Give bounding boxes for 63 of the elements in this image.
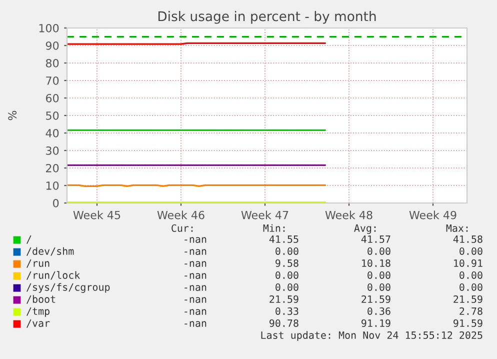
y-tick-label: 70 bbox=[46, 76, 59, 85]
text: Min: bbox=[263, 224, 285, 232]
text: 0.00 bbox=[276, 271, 298, 279]
text: 0.00 bbox=[460, 271, 482, 279]
text: Avg: bbox=[354, 224, 376, 234]
x-tick-label: Week 47 bbox=[241, 210, 288, 220]
y-tick-label: 100 bbox=[39, 24, 59, 32]
text: 0.00 bbox=[276, 247, 298, 255]
text: 9.58 bbox=[276, 259, 298, 267]
text: 0.33 bbox=[276, 307, 298, 315]
text: Cur: bbox=[172, 224, 193, 232]
text: -nan bbox=[184, 237, 206, 243]
y-axis-title: % bbox=[8, 110, 17, 120]
x-tick-label: Week 49 bbox=[409, 210, 456, 220]
text: -nan bbox=[184, 297, 206, 303]
y-tick-label: 10 bbox=[46, 181, 59, 190]
y-tick-label: 40 bbox=[46, 128, 59, 138]
y-tick-label: 80 bbox=[46, 58, 59, 68]
text: 10.91 bbox=[454, 259, 482, 267]
text: 41.55 bbox=[269, 235, 298, 243]
y-tick-label: 90 bbox=[46, 41, 59, 50]
text: 41.58 bbox=[453, 235, 482, 243]
text: 0.00 bbox=[368, 247, 390, 255]
text: 0.00 bbox=[368, 271, 390, 279]
legend-label: / bbox=[26, 235, 32, 244]
x-tick-label: Week 48 bbox=[325, 210, 372, 220]
text: -nan bbox=[184, 249, 206, 255]
legend-label: /sys/fs/cgroup bbox=[26, 283, 110, 293]
legend-label: /run bbox=[26, 259, 50, 268]
text: 0.00 bbox=[460, 283, 482, 291]
text: Max: bbox=[446, 224, 468, 232]
text: -nan bbox=[184, 273, 206, 279]
text: -nan bbox=[184, 285, 206, 291]
text: -nan bbox=[184, 261, 206, 267]
text: 21.59 bbox=[362, 295, 390, 303]
text: 10.18 bbox=[362, 259, 390, 267]
text: 21.59 bbox=[270, 295, 298, 303]
text: 91.59 bbox=[454, 319, 482, 327]
legend-label: /run/lock bbox=[26, 271, 80, 280]
y-tick-label: 0 bbox=[53, 198, 59, 208]
legend-label: /tmp bbox=[26, 307, 50, 317]
y-tick-label: 60 bbox=[46, 94, 59, 102]
legend-label: /boot bbox=[26, 295, 56, 304]
legend-label: /dev/shm bbox=[26, 247, 74, 256]
y-tick-label: 20 bbox=[46, 164, 59, 172]
text: 41.57 bbox=[361, 235, 390, 243]
text: 21.59 bbox=[454, 295, 482, 303]
y-tick-label: 30 bbox=[46, 146, 59, 155]
text: 0.00 bbox=[368, 283, 390, 291]
text: 91.19 bbox=[362, 319, 390, 327]
x-tick-label: Week 45 bbox=[73, 210, 120, 220]
text: -nan bbox=[184, 309, 206, 315]
text: Last update: Mon Nov 24 15:55:12 2025 bbox=[261, 331, 482, 341]
text: 0.36 bbox=[368, 307, 390, 315]
y-tick-label: 50 bbox=[46, 111, 59, 120]
text: 2.78 bbox=[460, 307, 482, 315]
text: -nan bbox=[184, 321, 206, 327]
chart-title: Disk usage in percent - by month bbox=[158, 11, 376, 24]
text: 0.00 bbox=[460, 247, 482, 255]
text: 90.78 bbox=[270, 319, 298, 327]
text: 0.00 bbox=[276, 283, 298, 291]
x-tick-label: Week 46 bbox=[157, 210, 204, 220]
legend-label: /var bbox=[26, 319, 50, 328]
